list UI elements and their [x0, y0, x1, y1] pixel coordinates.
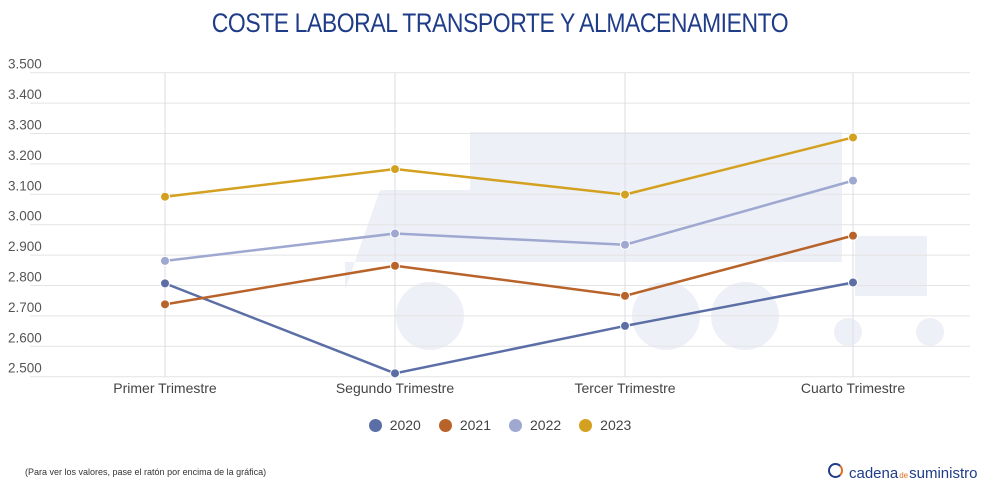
y-tick-label: 3.500: [8, 57, 42, 72]
legend-item-2021[interactable]: 2021: [438, 417, 491, 433]
data-point-2021: [160, 299, 170, 310]
series-line-2020: [164, 281, 854, 375]
data-point-2020: [390, 368, 400, 379]
y-tick-label: 3.000: [8, 209, 42, 224]
y-tick-label: 2.600: [8, 330, 42, 345]
logo-text-suministro: suministro: [909, 465, 978, 482]
data-point-2021: [390, 260, 400, 271]
watermark-truck: [345, 132, 944, 350]
data-point-2020: [160, 278, 170, 289]
legend-item-2022[interactable]: 2022: [509, 417, 561, 433]
logo-text: cadena: [849, 465, 899, 482]
logo-icon: [828, 463, 843, 478]
data-point-2022: [160, 255, 170, 266]
series-line-2023: [164, 136, 854, 198]
y-tick-label: 2.900: [8, 239, 42, 254]
legend-marker: [509, 418, 522, 432]
y-axis: 2.500 2.600 2.700 2.800 2.900 3.000 3.100 3.200…: [8, 57, 42, 376]
legend-marker: [438, 418, 452, 432]
logo-text-de: de: [899, 471, 909, 480]
x-tick-label: Primer Trimestre: [113, 380, 217, 396]
data-point-2022: [620, 239, 630, 250]
chart-title: COSTE LABORAL TRANSPORTE Y ALMACENAMIENT…: [211, 8, 789, 38]
y-tick-label: 2.500: [8, 361, 42, 376]
x-tick-label: Segundo Trimestre: [336, 380, 454, 396]
y-tick-label: 2.700: [8, 300, 42, 315]
y-tick-label: 3.400: [8, 87, 42, 102]
data-point-2020: [620, 320, 630, 331]
hover-note: (Para ver los valores, pase el ratón por…: [25, 467, 267, 477]
x-axis: Primer Trimestre Segundo Trimestre Tercer …: [113, 380, 905, 396]
legend-item-2020[interactable]: 2020: [368, 417, 421, 433]
data-point-2023: [848, 132, 858, 143]
legend-label: 2023: [600, 417, 632, 433]
grid: [30, 72, 970, 378]
legend-label: 2021: [459, 417, 491, 433]
y-tick-label: 3.200: [8, 148, 42, 163]
data-point-2023: [160, 191, 170, 202]
legend-item-2023[interactable]: 2023: [579, 417, 631, 433]
data-point-2023: [390, 164, 400, 175]
y-tick-label: 3.100: [8, 178, 42, 193]
series-line-2021: [164, 234, 854, 306]
data-point-2022: [848, 175, 858, 186]
x-tick-label: Tercer Trimestre: [574, 380, 675, 396]
data-point-2023: [620, 189, 630, 200]
data-point-2022: [390, 228, 400, 239]
y-tick-label: 2.800: [8, 270, 42, 285]
x-tick-label: Cuarto Trimestre: [801, 380, 905, 396]
legend-label: 2020: [389, 417, 421, 433]
legend: 2020 2021 2022 2023: [0, 417, 1000, 433]
logo: cadena de suministro: [828, 463, 977, 482]
series-line-2022: [164, 179, 854, 263]
legend-marker: [368, 418, 382, 432]
legend-marker: [579, 418, 593, 432]
data-point-2021: [620, 290, 630, 301]
series-group: [160, 132, 858, 379]
legend-label: 2022: [530, 417, 562, 433]
y-tick-label: 3.300: [8, 118, 42, 133]
data-point-2021: [848, 230, 858, 241]
data-point-2020: [848, 277, 858, 288]
